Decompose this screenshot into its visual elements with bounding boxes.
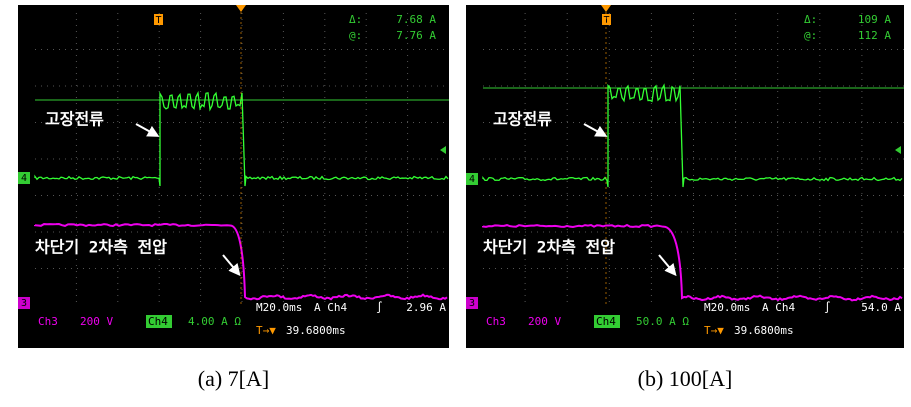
- ch4-scale: 50.0 A Ω: [636, 315, 689, 328]
- at-value: 7.76 A: [396, 29, 436, 42]
- ch3-trace: [34, 223, 448, 301]
- ch4-scale: 4.00 A Ω: [188, 315, 241, 328]
- trigger-position: [236, 5, 246, 12]
- at-value: 112 A: [858, 29, 891, 42]
- delta-value: 109 A: [858, 13, 891, 26]
- trigger-source: A Ch4: [314, 301, 347, 314]
- caption: (a) 7[A]: [198, 366, 269, 391]
- current-arrow: [583, 123, 608, 137]
- cursor-arrow: [895, 146, 901, 154]
- delta-label: Δ:: [804, 13, 817, 26]
- trigger-slope: ∫: [376, 301, 383, 314]
- trigger-position-value: 39.6800ms: [286, 324, 346, 337]
- trigger-mark: T→▼: [256, 324, 276, 337]
- delta-label: Δ:: [349, 13, 362, 26]
- ch3-scale: 200 V: [80, 315, 113, 328]
- ch3-label: Ch3: [486, 315, 506, 328]
- ch3-marker-bg: [18, 297, 30, 309]
- delta-value: 7.68 A: [396, 13, 436, 26]
- caption: (b) 100[A]: [638, 366, 733, 391]
- ch4-label-bg: [594, 315, 620, 328]
- screen: [18, 5, 449, 348]
- timebase: M20.0ms: [704, 301, 750, 314]
- trigger-marker-bg: [154, 14, 163, 25]
- ch3-marker: 3: [21, 298, 27, 309]
- trigger-marker: T: [155, 15, 161, 26]
- ch4-marker: 4: [21, 173, 27, 184]
- ch4-marker-bg: [466, 173, 478, 185]
- trigger-slope: ∫: [824, 301, 831, 314]
- timebase: M20.0ms: [256, 301, 302, 314]
- ch4-label: Ch4: [148, 315, 168, 328]
- trigger-position: [601, 5, 611, 12]
- trigger-marker-bg: [602, 14, 611, 25]
- trigger-level: 54.0 A: [861, 301, 901, 314]
- current-arrow: [135, 123, 160, 137]
- trigger-source: A Ch4: [762, 301, 795, 314]
- current-label: 고장전류: [45, 110, 104, 129]
- trigger-marker: T: [603, 15, 609, 26]
- trigger-level: 2.96 A: [406, 301, 446, 314]
- ch3-scale: 200 V: [528, 315, 561, 328]
- ch4-label: Ch4: [596, 315, 616, 328]
- ch4-trace: [34, 90, 449, 187]
- at-label: @:: [349, 29, 362, 42]
- ch3-label: Ch3: [38, 315, 58, 328]
- ch4-marker: 4: [469, 174, 475, 185]
- trigger-mark: T→▼: [704, 324, 724, 337]
- current-label: 고장전류: [493, 110, 552, 129]
- voltage-label: 차단기 2차측 전압: [35, 238, 167, 257]
- voltage-arrow: [222, 254, 241, 277]
- trigger-position-value: 39.6800ms: [734, 324, 794, 337]
- ch4-trace: [482, 83, 903, 188]
- ch4-marker-bg: [18, 172, 30, 184]
- cursor-arrow: [440, 146, 446, 154]
- at-label: @:: [804, 29, 817, 42]
- ch3-marker-bg: [466, 297, 478, 309]
- ch3-marker: 3: [469, 298, 475, 309]
- ch4-label-bg: [146, 315, 172, 328]
- voltage-label: 차단기 2차측 전압: [483, 238, 615, 257]
- screen: [466, 5, 904, 348]
- ch3-trace: [482, 223, 903, 302]
- voltage-arrow: [658, 254, 677, 277]
